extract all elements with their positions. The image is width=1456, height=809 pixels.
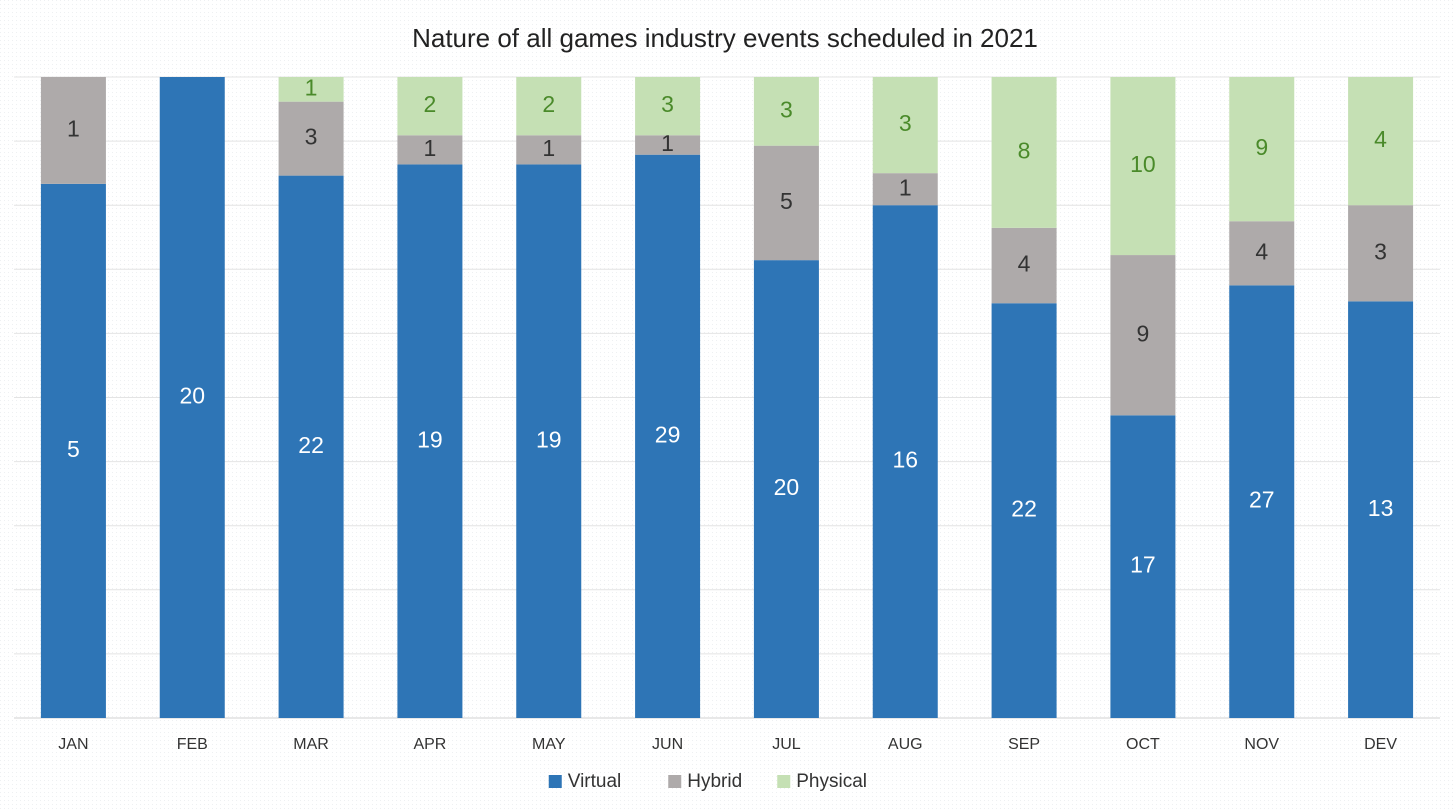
bar-segment: [753, 145, 819, 261]
bar-segment: [278, 175, 344, 719]
bar-segment: [516, 135, 582, 165]
bar-segment: [397, 77, 463, 136]
data-label: 5: [67, 436, 80, 462]
data-label: 1: [305, 74, 318, 100]
legend-swatch: [668, 775, 682, 788]
data-label: 22: [298, 432, 324, 458]
data-label: 5: [780, 188, 793, 214]
x-tick-label: MAR: [293, 736, 329, 753]
legend-label: Virtual: [568, 771, 622, 792]
x-tick-label: JAN: [58, 736, 88, 753]
x-tick-label: DEV: [1364, 736, 1397, 753]
bar-segment: [635, 154, 701, 719]
data-label: 9: [1255, 134, 1268, 160]
data-label: 17: [1130, 552, 1156, 578]
data-label: 4: [1374, 126, 1387, 152]
data-label: 9: [1137, 320, 1150, 346]
data-label: 10: [1130, 151, 1156, 177]
data-label: 1: [424, 135, 437, 161]
data-label: 16: [892, 447, 918, 473]
x-tick-label: JUN: [652, 736, 683, 753]
data-label: 4: [1255, 238, 1268, 264]
x-tick-label: AUG: [888, 736, 923, 753]
data-label: 1: [899, 174, 912, 200]
bar-segment: [1110, 255, 1176, 416]
data-label: 2: [542, 91, 555, 117]
data-label: 3: [899, 110, 912, 136]
data-label: 19: [536, 426, 562, 452]
x-tick-label: MAY: [532, 736, 566, 753]
data-label: 27: [1249, 487, 1275, 513]
bar-segment: [397, 164, 463, 719]
bar-segment: [753, 77, 819, 146]
bar-segment: [1348, 301, 1414, 718]
legend-swatch: [777, 775, 791, 788]
bar-segment: [1229, 77, 1295, 222]
x-tick-label: SEP: [1008, 736, 1040, 753]
legend-swatch: [548, 775, 562, 788]
x-tick-label: NOV: [1244, 736, 1279, 753]
data-label: 1: [661, 130, 674, 156]
bar-segment: [753, 260, 819, 718]
x-tick-label: JUL: [772, 736, 801, 753]
bar-segment: [278, 77, 344, 102]
bar-segment: [397, 135, 463, 165]
bar-segment: [1110, 77, 1176, 256]
bar-segment: [1229, 221, 1295, 286]
bar-segment: [991, 303, 1057, 718]
bar-segment: [1229, 285, 1295, 718]
legend-label: Hybrid: [687, 771, 742, 792]
bar-segment: [159, 77, 225, 718]
data-label: 13: [1368, 495, 1394, 521]
data-label: 3: [305, 124, 318, 150]
bar-segment: [40, 77, 106, 184]
bar-segment: [991, 77, 1057, 228]
data-label: 4: [1018, 251, 1031, 277]
chart-title: Nature of all games industry events sche…: [412, 23, 1038, 53]
bar-segment: [991, 227, 1057, 304]
data-label: 1: [542, 135, 555, 161]
data-label: 20: [774, 474, 800, 500]
bar-segment: [1348, 77, 1414, 206]
bar-segment: [872, 77, 938, 174]
bar-segment: [1348, 205, 1414, 302]
data-label: 20: [179, 383, 205, 409]
data-label: 29: [655, 421, 681, 447]
bar-segment: [278, 101, 344, 176]
x-tick-label: FEB: [177, 736, 208, 753]
bar-segment: [40, 183, 106, 719]
bar-segment: [872, 205, 938, 718]
legend-label: Physical: [796, 771, 867, 792]
bar-segment: [516, 164, 582, 719]
data-label: 1: [67, 115, 80, 141]
bar-segment: [635, 77, 701, 136]
x-tick-label: OCT: [1126, 736, 1160, 753]
data-label: 2: [424, 91, 437, 117]
data-label: 19: [417, 426, 443, 452]
x-tick-label: APR: [413, 736, 446, 753]
data-label: 8: [1018, 137, 1031, 163]
data-label: 3: [661, 91, 674, 117]
bar-segment: [872, 173, 938, 206]
data-label: 22: [1011, 496, 1037, 522]
bar-segment: [635, 135, 701, 155]
data-label: 3: [1374, 238, 1387, 264]
bar-segment: [1110, 415, 1176, 718]
data-label: 3: [780, 96, 793, 122]
bar-segment: [516, 77, 582, 136]
